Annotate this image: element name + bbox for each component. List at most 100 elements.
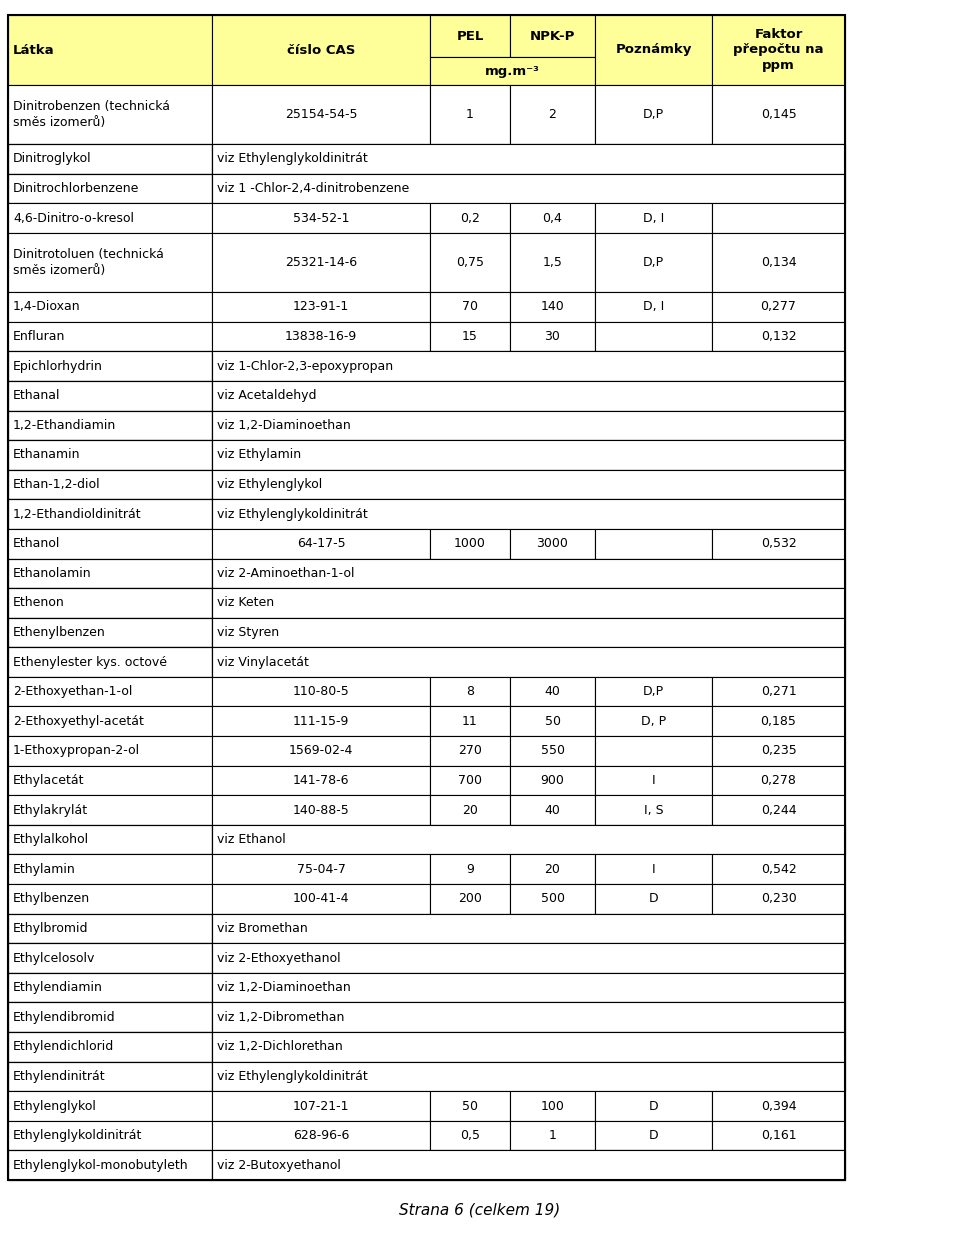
Bar: [8, 1121, 212, 1151]
Bar: [8, 1151, 212, 1180]
Text: viz 1,2-Dichlorethan: viz 1,2-Dichlorethan: [217, 1040, 343, 1053]
Bar: [510, 854, 595, 884]
Bar: [595, 500, 712, 529]
Bar: [8, 203, 212, 233]
Text: 20: 20: [462, 804, 478, 817]
Bar: [212, 1032, 845, 1061]
Bar: [212, 558, 430, 588]
Text: 0,132: 0,132: [760, 330, 796, 343]
Bar: [712, 440, 845, 470]
Bar: [712, 1032, 845, 1061]
Bar: [8, 440, 212, 470]
Bar: [712, 765, 845, 795]
Text: 0,185: 0,185: [760, 714, 797, 728]
Text: 3000: 3000: [537, 537, 568, 551]
Bar: [595, 1002, 712, 1032]
Bar: [712, 500, 845, 529]
Bar: [430, 293, 510, 321]
Bar: [212, 529, 430, 558]
Bar: [595, 470, 712, 500]
Bar: [595, 144, 712, 174]
Bar: [212, 765, 430, 795]
Text: viz 2-Aminoethan-1-ol: viz 2-Aminoethan-1-ol: [217, 567, 354, 580]
Bar: [595, 737, 712, 765]
Bar: [595, 618, 712, 647]
Bar: [212, 914, 845, 944]
Text: Ethylendiamin: Ethylendiamin: [13, 981, 103, 994]
Text: 141-78-6: 141-78-6: [293, 774, 349, 787]
Bar: [595, 647, 712, 677]
Bar: [595, 351, 712, 381]
Bar: [212, 1091, 430, 1121]
Bar: [212, 381, 845, 410]
Bar: [212, 973, 845, 1002]
Bar: [595, 795, 712, 825]
Bar: [212, 233, 430, 293]
Text: 2-Ethoxyethyl-acetát: 2-Ethoxyethyl-acetát: [13, 714, 144, 728]
Bar: [712, 293, 845, 321]
Bar: [595, 558, 712, 588]
Bar: [430, 618, 510, 647]
Bar: [212, 1061, 430, 1091]
Bar: [8, 144, 212, 174]
Bar: [510, 558, 595, 588]
Bar: [212, 144, 845, 174]
Bar: [430, 144, 510, 174]
Bar: [212, 973, 430, 1002]
Bar: [212, 588, 845, 618]
Text: Ethylendibromid: Ethylendibromid: [13, 1011, 115, 1024]
Bar: [595, 15, 712, 86]
Text: Ethylenglykol­monobutyleth: Ethylenglykol­monobutyleth: [13, 1158, 188, 1172]
Bar: [510, 174, 595, 203]
Bar: [212, 440, 845, 470]
Text: 0,244: 0,244: [760, 804, 796, 817]
Text: Ethylcelosolv: Ethylcelosolv: [13, 951, 95, 965]
Text: viz 2-Butoxyethanol: viz 2-Butoxyethanol: [217, 1158, 341, 1172]
Bar: [212, 470, 845, 500]
Bar: [8, 500, 212, 529]
Bar: [510, 618, 595, 647]
Bar: [8, 825, 212, 854]
Bar: [8, 618, 212, 647]
Bar: [8, 144, 212, 174]
Bar: [8, 1061, 212, 1091]
Bar: [8, 174, 212, 203]
Bar: [212, 321, 430, 351]
Text: viz Ethylenglykoldinitrát: viz Ethylenglykoldinitrát: [217, 153, 368, 165]
Text: 1,2-Ethandioldinitrát: 1,2-Ethandioldinitrát: [13, 507, 142, 521]
Text: 1569-02-4: 1569-02-4: [289, 744, 353, 758]
Text: viz 1,2-Diaminoethan: viz 1,2-Diaminoethan: [217, 981, 350, 994]
Bar: [712, 795, 845, 825]
Text: 1,2-Ethandiamin: 1,2-Ethandiamin: [13, 419, 116, 432]
Bar: [430, 500, 510, 529]
Bar: [8, 86, 212, 144]
Text: 628-96-6: 628-96-6: [293, 1130, 349, 1142]
Bar: [212, 144, 845, 174]
Bar: [212, 825, 845, 854]
Bar: [430, 854, 510, 884]
Text: 270: 270: [458, 744, 482, 758]
Bar: [212, 381, 845, 410]
Bar: [430, 321, 510, 351]
Bar: [712, 233, 845, 293]
Bar: [430, 825, 510, 854]
Bar: [8, 410, 212, 440]
Bar: [712, 1151, 845, 1180]
Bar: [8, 1091, 212, 1121]
Text: viz 1 -Chlor-2,4-dinitrobenzene: viz 1 -Chlor-2,4-dinitrobenzene: [217, 182, 409, 195]
Text: 900: 900: [540, 774, 564, 787]
Text: Ethylendichlorid: Ethylendichlorid: [13, 1040, 114, 1053]
Bar: [595, 854, 712, 884]
Bar: [212, 944, 845, 973]
Bar: [212, 410, 430, 440]
Text: NPK-P: NPK-P: [530, 30, 575, 42]
Bar: [8, 15, 845, 1180]
Bar: [510, 647, 595, 677]
Text: 50: 50: [544, 714, 561, 728]
Text: 107-21-1: 107-21-1: [293, 1100, 349, 1112]
Bar: [212, 707, 430, 737]
Bar: [8, 825, 212, 854]
Bar: [8, 854, 212, 884]
Text: 13838-16-9: 13838-16-9: [285, 330, 357, 343]
Bar: [510, 1091, 595, 1121]
